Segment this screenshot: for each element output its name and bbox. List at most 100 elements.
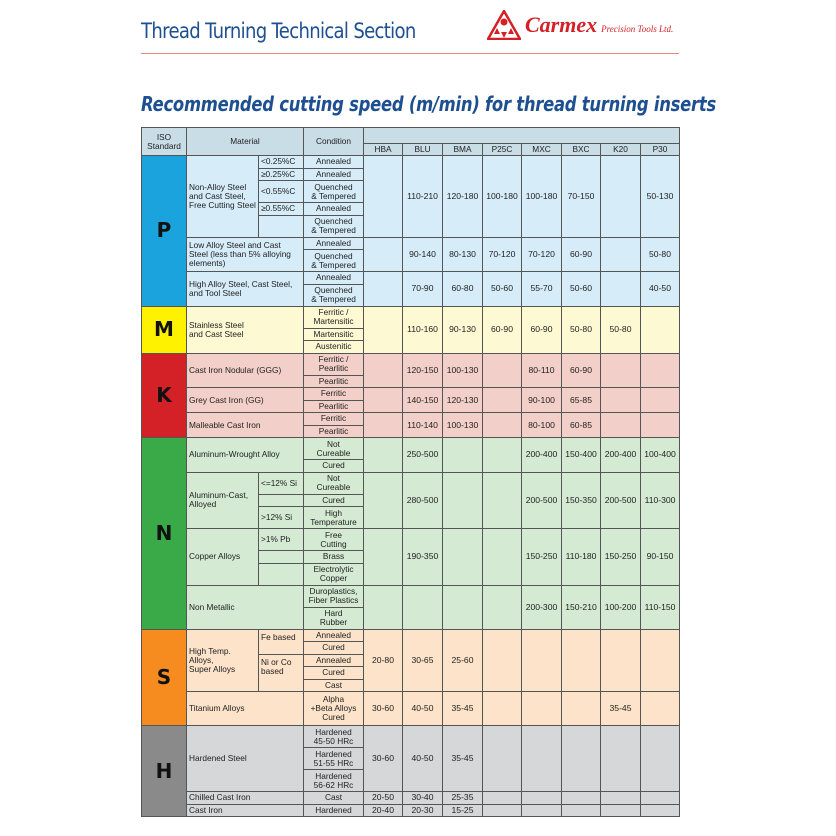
iso-group-n: N — [141, 437, 187, 630]
speed-blu: 40-50 — [402, 725, 444, 792]
speed-k20 — [600, 236, 642, 272]
speed-bma: 35-45 — [442, 725, 484, 792]
header-grade-hba: HBA — [363, 143, 404, 156]
speed-p30 — [640, 628, 681, 692]
material-subtype: ≥0.25%C — [257, 167, 305, 181]
header-grade-p25c: P25C — [482, 143, 523, 156]
iso-group-s: S — [141, 628, 187, 726]
condition-cell: High Temperature — [303, 506, 365, 529]
speed-mxc: 200-500 — [521, 471, 563, 529]
speed-bma: 35-45 — [442, 691, 484, 726]
speed-blu — [402, 584, 444, 630]
speed-mxc — [521, 803, 563, 817]
condition-cell: Quenched & Tempered — [303, 249, 365, 272]
speed-k20 — [600, 803, 642, 817]
header-grade-bma: BMA — [442, 143, 484, 156]
speed-p30 — [640, 305, 681, 354]
condition-cell: Brass — [303, 550, 365, 564]
material-subtype — [257, 214, 305, 238]
speed-mxc: 150-250 — [521, 528, 563, 586]
speed-blu: 70-90 — [402, 271, 444, 307]
speed-bma: 60-80 — [442, 271, 484, 307]
condition-cell: Annealed — [303, 155, 365, 169]
speed-p30 — [640, 352, 681, 388]
header-condition: Condition — [303, 127, 365, 156]
speed-p30: 110-300 — [640, 471, 681, 529]
header-grade-mxc: MXC — [521, 143, 563, 156]
speed-bma — [442, 471, 484, 529]
speed-p30 — [640, 791, 681, 805]
material-name: High Alloy Steel, Cast Steel, and Tool S… — [185, 271, 305, 307]
material-name: Chilled Cast Iron — [185, 791, 305, 805]
header-iso-standard: ISO Standard — [141, 127, 187, 156]
condition-cell: Free Cutting — [303, 528, 365, 551]
speed-mxc: 60-90 — [521, 305, 563, 354]
speed-blu: 190-350 — [402, 528, 444, 586]
condition-cell: Duroplastics, Fiber Plastics — [303, 584, 365, 608]
speed-p25c — [482, 412, 523, 438]
speed-p25c — [482, 437, 523, 473]
speed-bxc: 150-350 — [561, 471, 602, 529]
speed-k20: 50-80 — [600, 305, 642, 354]
condition-cell: Annealed — [303, 202, 365, 216]
speed-bma — [442, 437, 484, 473]
speed-bxc — [561, 691, 602, 726]
speed-k20: 100-200 — [600, 584, 642, 630]
speed-blu: 280-500 — [402, 471, 444, 529]
material-name: Non-Alloy Steel and Cast Steel, Free Cut… — [186, 155, 259, 238]
condition-cell: Cast — [303, 678, 365, 692]
material-subtype: Fe based — [257, 628, 305, 655]
speed-k20: 200-500 — [600, 471, 642, 529]
speed-hba — [363, 387, 404, 413]
speed-p30 — [640, 387, 681, 413]
iso-group-m: M — [141, 305, 187, 354]
speed-bxc — [561, 628, 602, 692]
material-name: Titanium Alloys — [185, 691, 305, 726]
speed-p25c: 100-180 — [482, 155, 523, 238]
speed-k20 — [600, 155, 642, 238]
speed-mxc: 70-120 — [521, 236, 563, 272]
header-grade-bxc: BXC — [561, 143, 602, 156]
speed-p30: 90-150 — [640, 528, 681, 586]
speed-blu: 110-140 — [402, 412, 444, 438]
header-divider — [141, 53, 679, 54]
speed-k20 — [600, 412, 642, 438]
carmex-logo: Carmex Precision Tools Ltd. — [487, 10, 673, 40]
speed-hba: 20-80 — [363, 628, 404, 692]
speed-bma: 25-60 — [442, 628, 484, 692]
condition-cell: Hardened 51-55 HRc — [303, 747, 365, 770]
speed-p25c — [482, 387, 523, 413]
condition-cell: Alpha +Beta Alloys Cured — [303, 691, 365, 726]
speed-k20 — [600, 725, 642, 792]
page-title: Recommended cutting speed (m/min) for th… — [141, 92, 716, 116]
speed-mxc — [521, 725, 563, 792]
material-name: Grey Cast Iron (GG) — [185, 387, 305, 413]
speed-bxc: 70-150 — [561, 155, 602, 238]
condition-cell: Ferritic / Pearlitic — [303, 352, 365, 376]
section-title: Thread Turning Technical Section — [141, 19, 416, 43]
speed-bma: 100-130 — [442, 352, 484, 388]
brand-name: Carmex — [525, 12, 598, 37]
speed-hba — [363, 437, 404, 473]
speed-k20 — [600, 628, 642, 692]
speed-blu: 120-150 — [402, 352, 444, 388]
speed-k20 — [600, 352, 642, 388]
condition-cell: Not Cureable — [303, 471, 365, 495]
speed-bma: 120-130 — [442, 387, 484, 413]
speed-blu: 250-500 — [402, 437, 444, 473]
speed-hba — [363, 236, 404, 272]
speed-bxc — [561, 803, 602, 817]
speed-p25c — [482, 791, 523, 805]
condition-cell: Annealed — [303, 167, 365, 181]
speed-bma: 100-130 — [442, 412, 484, 438]
speed-hba — [363, 271, 404, 307]
header-grade-p30: P30 — [640, 143, 681, 156]
condition-cell: Electrolytic Copper — [303, 562, 365, 586]
speed-mxc: 80-100 — [521, 412, 563, 438]
speed-bxc: 65-85 — [561, 387, 602, 413]
condition-cell: Cast — [303, 791, 365, 805]
speed-hba: 20-50 — [363, 791, 404, 805]
speed-hba — [363, 412, 404, 438]
speed-mxc — [521, 791, 563, 805]
iso-group-p: P — [141, 155, 187, 307]
